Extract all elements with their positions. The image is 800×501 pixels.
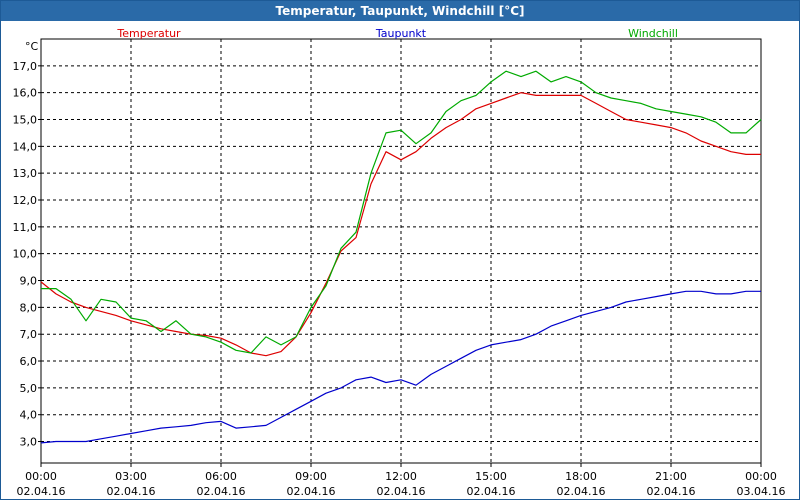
y-tick-label: 14,0 xyxy=(13,140,38,153)
y-tick-label: 7,0 xyxy=(20,328,38,341)
legend-temperatur: Temperatur xyxy=(116,27,181,40)
x-tick-label-date: 02.04.16 xyxy=(197,485,246,498)
legend-windchill: Windchill xyxy=(628,27,678,40)
y-tick-label: 13,0 xyxy=(13,167,38,180)
y-tick-label: 6,0 xyxy=(20,355,38,368)
x-tick-label-date: 02.04.16 xyxy=(287,485,336,498)
y-tick-label: 5,0 xyxy=(20,382,38,395)
x-tick-label-time: 06:00 xyxy=(205,470,237,483)
legend-taupunkt: Taupunkt xyxy=(375,27,427,40)
x-tick-label-date: 02.04.16 xyxy=(647,485,696,498)
x-tick-label-time: 18:00 xyxy=(565,470,597,483)
y-tick-label: 16,0 xyxy=(13,87,38,100)
x-tick-label-date: 02.04.16 xyxy=(17,485,66,498)
y-tick-label: 9,0 xyxy=(20,275,38,288)
y-axis-label: °C xyxy=(25,40,39,53)
series-line-windchill xyxy=(41,70,762,354)
x-tick-label-time: 15:00 xyxy=(475,470,507,483)
x-tick-label-date: 03.04.16 xyxy=(737,485,786,498)
y-tick-label: 3,0 xyxy=(20,436,38,449)
y-tick-label: 12,0 xyxy=(13,194,38,207)
x-tick-label-time: 21:00 xyxy=(655,470,687,483)
x-tick-label-time: 12:00 xyxy=(385,470,417,483)
y-tick-label: 8,0 xyxy=(20,301,38,314)
y-tick-label: 15,0 xyxy=(13,114,38,127)
x-tick-label-time: 00:00 xyxy=(745,470,777,483)
y-tick-label: 11,0 xyxy=(13,221,38,234)
window-title: Temperatur, Taupunkt, Windchill [°C] xyxy=(1,1,799,21)
y-tick-label: 17,0 xyxy=(13,60,38,73)
x-tick-label-date: 02.04.16 xyxy=(467,485,516,498)
x-tick-label-date: 02.04.16 xyxy=(557,485,606,498)
x-tick-label-time: 09:00 xyxy=(295,470,327,483)
series-line-taupunkt xyxy=(40,290,761,444)
x-tick-label-date: 02.04.16 xyxy=(107,485,156,498)
series-line-temperatur xyxy=(40,92,761,357)
y-tick-label: 4,0 xyxy=(20,409,38,422)
x-tick-label-date: 02.04.16 xyxy=(377,485,426,498)
x-tick-label-time: 00:00 xyxy=(25,470,57,483)
x-tick-label-time: 03:00 xyxy=(115,470,147,483)
y-tick-label: 10,0 xyxy=(13,248,38,261)
